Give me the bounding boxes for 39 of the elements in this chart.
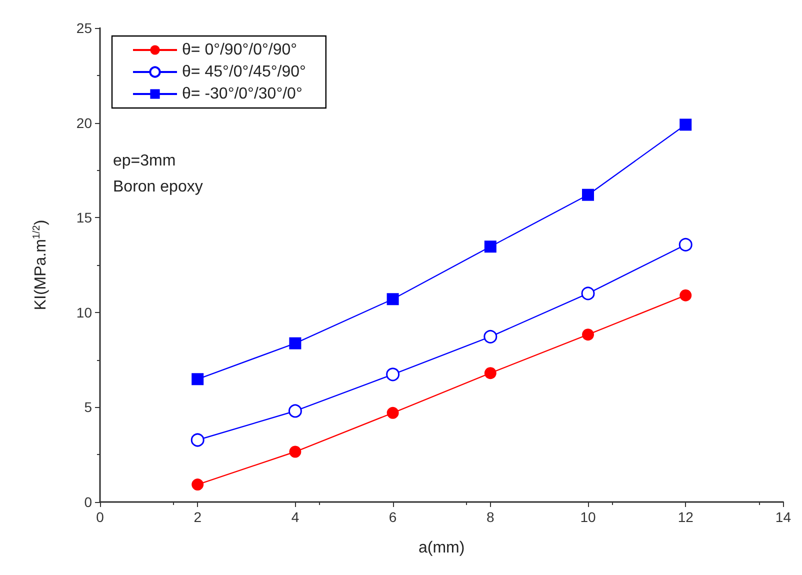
y-tick-label: 10 bbox=[76, 304, 92, 320]
x-tick-label: 8 bbox=[486, 509, 495, 525]
point bbox=[288, 404, 302, 418]
point bbox=[582, 188, 594, 201]
point bbox=[192, 373, 204, 386]
point bbox=[582, 328, 594, 341]
point bbox=[484, 367, 496, 380]
y-tick-label: 5 bbox=[84, 399, 92, 416]
y-tick-label: 20 bbox=[76, 114, 92, 131]
x-tick-label: 14 bbox=[775, 509, 792, 525]
x-tick-label: 4 bbox=[291, 509, 300, 525]
y-tick-label: 0 bbox=[84, 494, 92, 510]
legend-label: θ= -30°/0°/30°/0° bbox=[182, 86, 302, 102]
x-axis-title: a(mm) bbox=[418, 540, 465, 556]
point bbox=[484, 240, 496, 253]
legend-label: θ= 45°/0°/45°/90° bbox=[182, 64, 306, 80]
x-tick-label: 10 bbox=[580, 509, 596, 525]
point bbox=[289, 337, 302, 350]
point bbox=[484, 330, 498, 344]
x-tick-label: 2 bbox=[194, 509, 202, 525]
point bbox=[386, 406, 399, 419]
point bbox=[678, 238, 692, 252]
point bbox=[386, 293, 399, 306]
y-axis-title: KI(MPa.m1/2) bbox=[32, 220, 50, 310]
annotation: ep=3mm bbox=[113, 152, 176, 170]
x-tick-label: 12 bbox=[678, 509, 694, 525]
legend-label: θ= 0°/90°/0°/90° bbox=[182, 42, 298, 58]
y-tick-label: 25 bbox=[76, 20, 92, 36]
y-tick-label: 15 bbox=[76, 210, 92, 226]
point bbox=[192, 478, 204, 491]
point bbox=[386, 368, 400, 382]
point bbox=[581, 286, 595, 300]
point bbox=[190, 433, 204, 447]
point bbox=[680, 118, 692, 131]
x-tick-label: 0 bbox=[96, 509, 104, 525]
x-tick-label: 6 bbox=[388, 509, 397, 525]
point bbox=[680, 289, 692, 302]
point bbox=[289, 446, 302, 458]
annotation: Boron epoxy bbox=[113, 178, 203, 196]
